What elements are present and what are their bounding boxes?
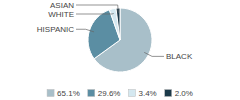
legend-swatch: [165, 90, 172, 97]
legend-item: 3.4%: [128, 89, 156, 98]
legend-swatch: [88, 90, 95, 97]
leader-line: [76, 13, 114, 14]
legend-swatch: [47, 90, 54, 97]
legend-label: 65.1%: [57, 89, 80, 98]
leader-line: [76, 5, 118, 13]
legend-label: 29.6%: [98, 89, 121, 98]
legend-label: 2.0%: [175, 89, 193, 98]
slice-label: BLACK: [166, 52, 193, 61]
pie-slice: [109, 8, 120, 40]
legend-swatch: [128, 90, 135, 97]
leader-line: [144, 52, 164, 56]
legend: 65.1% 29.6% 3.4% 2.0%: [47, 89, 193, 98]
slice-label: HISPANIC: [37, 25, 74, 34]
pie: [88, 8, 152, 72]
leader-line: [76, 29, 94, 32]
slice-labels: BLACK HISPANIC WHITEASIAN: [37, 1, 193, 61]
legend-label: 3.4%: [138, 89, 156, 98]
slice-label: WHITE: [48, 10, 74, 19]
legend-item: 29.6%: [88, 89, 121, 98]
slice-label: ASIAN: [50, 1, 74, 10]
legend-item: 65.1%: [47, 89, 80, 98]
legend-item: 2.0%: [165, 89, 193, 98]
chart: BLACK HISPANIC WHITEASIAN 65.1% 29.6% 3.4% 2.0…: [0, 0, 240, 100]
